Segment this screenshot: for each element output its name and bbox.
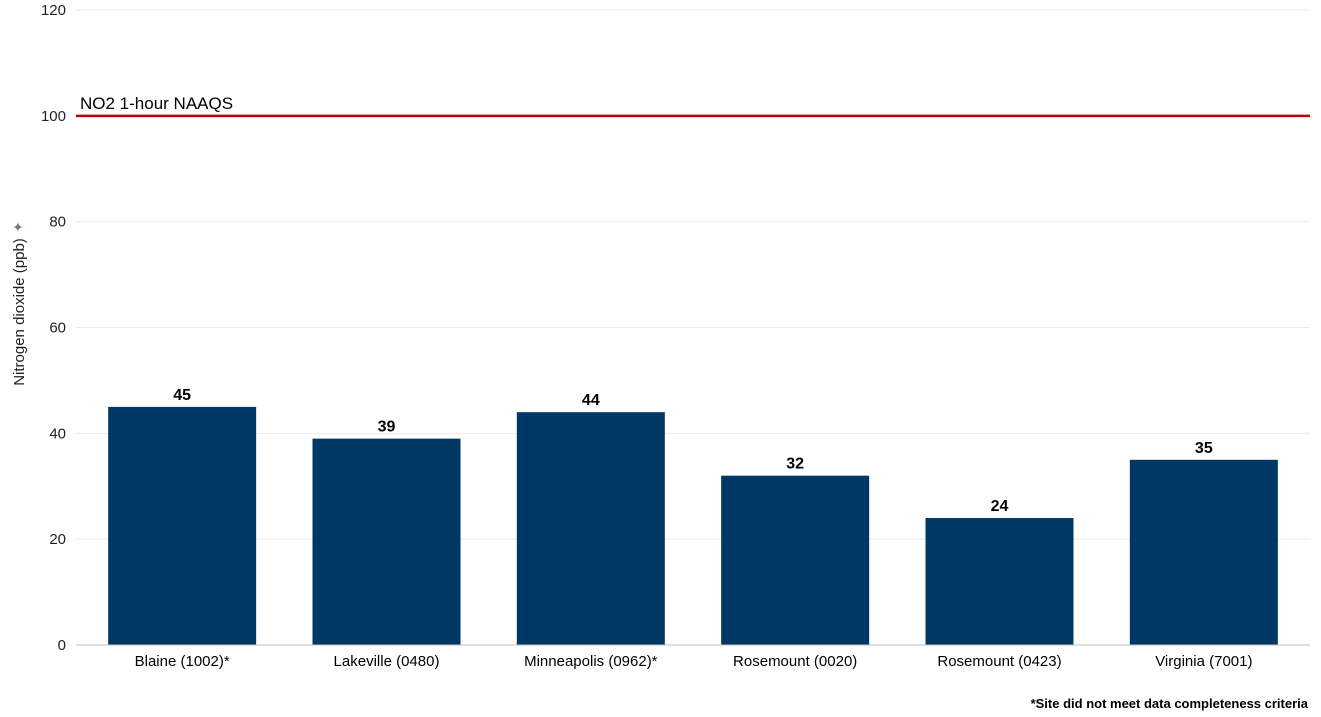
bar[interactable]: [312, 438, 461, 645]
gridlines: [76, 9, 1310, 540]
x-tick-label: Blaine (1002)*: [135, 653, 230, 670]
y-tick-label: 20: [49, 531, 66, 548]
y-axis-label-group: Nitrogen dioxide (ppb) ✦: [10, 221, 28, 386]
bar[interactable]: [516, 412, 665, 645]
bar[interactable]: [108, 406, 257, 645]
bar[interactable]: [721, 475, 870, 645]
pin-icon[interactable]: ✦: [10, 221, 26, 233]
bar-value-label: 45: [173, 387, 191, 404]
bar[interactable]: [1129, 459, 1278, 645]
bar-value-label: 44: [582, 392, 600, 409]
y-axis-label: Nitrogen dioxide (ppb): [11, 238, 28, 386]
y-tick-label: 0: [58, 637, 66, 654]
y-tick-label: 80: [49, 214, 66, 231]
bar[interactable]: [925, 518, 1074, 645]
reference-line-group: NO2 1-hour NAAQS: [76, 94, 1310, 118]
y-tick-label: 60: [49, 320, 66, 337]
x-tick-label: Rosemount (0020): [733, 653, 857, 670]
bar-value-label: 24: [991, 498, 1009, 515]
bar-value-label: 39: [378, 419, 396, 436]
reference-line-label: NO2 1-hour NAAQS: [80, 94, 233, 113]
x-tick-label: Minneapolis (0962)*: [524, 653, 658, 670]
y-tick-label: 40: [49, 425, 66, 442]
footnote: *Site did not meet data completeness cri…: [1031, 696, 1309, 711]
y-tick-label: 120: [41, 2, 66, 19]
y-tick-label: 100: [41, 108, 66, 125]
x-tick-label: Virginia (7001): [1155, 653, 1252, 670]
bar-value-label: 35: [1195, 440, 1213, 457]
bars: 45 Blaine (1002)* 39 Lakeville (0480) 44 Minn…: [108, 387, 1278, 670]
y-axis-ticks: 0 20 40 60 80 100 120: [41, 2, 66, 654]
x-tick-label: Rosemount (0423): [937, 653, 1061, 670]
bar-value-label: 32: [786, 456, 804, 473]
x-tick-label: Lakeville (0480): [334, 653, 440, 670]
